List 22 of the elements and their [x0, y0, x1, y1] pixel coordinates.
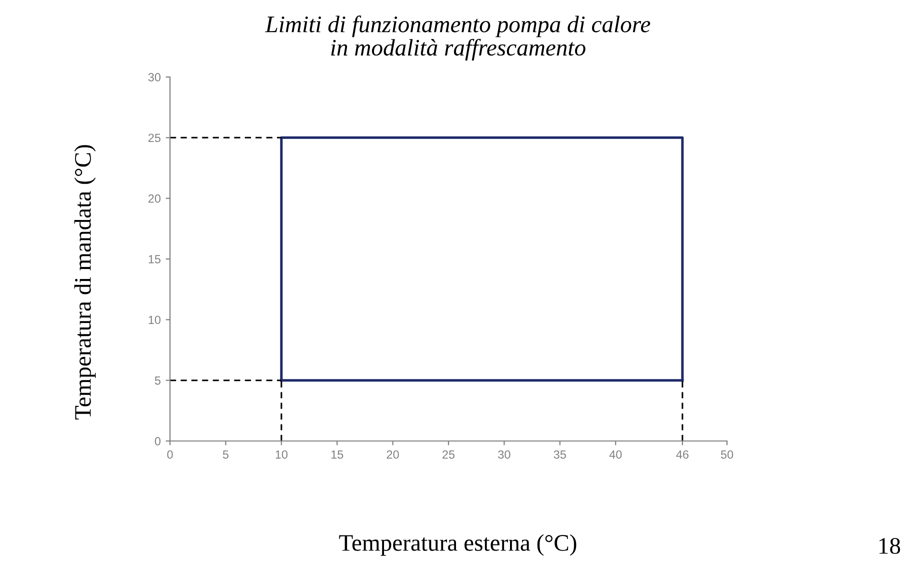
x-tick-label: 30 [498, 450, 510, 459]
chart-title: Limiti di funzionamento pompa di calore in modalità raffrescamento [265, 16, 650, 60]
y-tick-label: 15 [148, 255, 160, 264]
text: 18 [879, 538, 900, 554]
y-tick-label: 30 [148, 73, 161, 82]
x-axis-title: Temperatura esterna (°C) [339, 534, 576, 556]
y-tick-label: 25 [148, 134, 160, 142]
x-tick-label: 35 [554, 450, 566, 459]
x-tick-label: 5 [222, 450, 228, 459]
x-tick-label: 50 [720, 450, 734, 459]
y-tick-label: 5 [154, 376, 160, 385]
x-tick-label: 15 [331, 450, 344, 459]
x-tick-label: 40 [609, 450, 622, 459]
y-tick-label: 10 [148, 316, 161, 324]
x-tick-label: 10 [276, 450, 288, 459]
y-tick-label: 20 [148, 194, 161, 203]
x-tick-label: 46 [676, 450, 688, 459]
y-axis-title: Temperatura di mandata (°C) [74, 145, 96, 420]
y-tick-label: 0 [154, 437, 161, 446]
x-tick-label: 25 [442, 450, 455, 459]
x-tick-label: 0 [167, 450, 173, 459]
x-tick-label: 20 [386, 450, 399, 459]
